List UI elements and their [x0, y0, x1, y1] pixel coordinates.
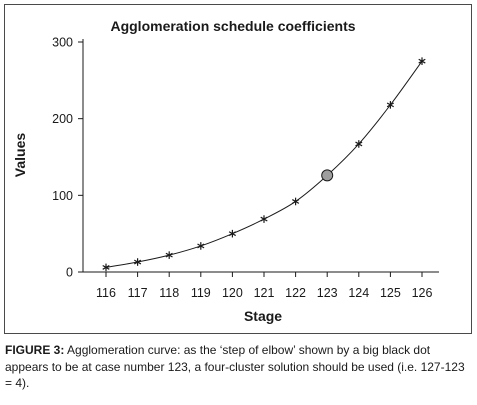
- data-point: [134, 258, 142, 266]
- chart-svg: Agglomeration schedule coefficients 0 100…: [12, 18, 439, 324]
- data-point: [292, 197, 300, 206]
- x-tick-label: 120: [222, 286, 243, 300]
- x-tick-label: 123: [317, 286, 338, 300]
- y-tick-label: 200: [52, 112, 73, 126]
- caption-text: Agglomeration curve: as the ‘step of elb…: [5, 343, 465, 390]
- caption-label: FIGURE 3:: [5, 343, 65, 357]
- x-tick-label: 119: [191, 286, 211, 300]
- data-point: [418, 57, 426, 65]
- data-point: [228, 229, 236, 238]
- x-tick-label: 126: [412, 286, 433, 300]
- y-tick-label: 0: [66, 266, 73, 280]
- chart-title: Agglomeration schedule coefficients: [110, 18, 355, 34]
- x-tick-label: 116: [96, 286, 116, 300]
- data-points: [102, 57, 426, 272]
- data-point: [197, 242, 205, 250]
- x-tick-label: 121: [254, 286, 275, 300]
- series-line: [105, 60, 423, 268]
- x-axis-label: Stage: [244, 308, 282, 324]
- y-tick-label: 300: [52, 36, 73, 50]
- elbow-point: [321, 169, 334, 182]
- x-tick-label: 122: [285, 286, 306, 300]
- data-point: [102, 263, 110, 272]
- data-point: [386, 101, 394, 109]
- data-point: [355, 140, 363, 148]
- x-tick-label: 125: [380, 286, 401, 300]
- data-point: [165, 251, 173, 259]
- x-ticks: 116 117 118 119 120 121 122 123 124 125 126: [96, 272, 432, 300]
- y-ticks: 0 100 200 300: [52, 36, 83, 280]
- x-tick-label: 118: [159, 286, 179, 300]
- data-point: [260, 215, 268, 223]
- chart-panel: Agglomeration schedule coefficients 0 100…: [4, 4, 472, 334]
- y-tick-label: 100: [52, 189, 73, 203]
- y-axis-label: Values: [12, 133, 28, 178]
- x-tick-label: 124: [348, 286, 369, 300]
- x-tick-label: 117: [128, 286, 148, 300]
- figure-caption: FIGURE 3: Agglomeration curve: as the ‘s…: [5, 342, 473, 392]
